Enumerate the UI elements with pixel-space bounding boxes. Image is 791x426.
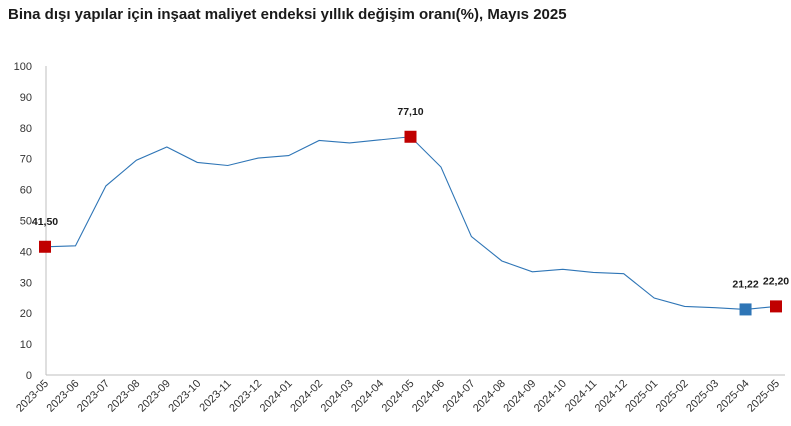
x-tick-label: 2025-04: [715, 378, 752, 415]
x-tick-label: 2025-05: [745, 378, 782, 415]
series-line: [44, 136, 777, 310]
chart-title: Bina dışı yapılar için inşaat maliyet en…: [8, 6, 567, 23]
x-tick-label: 2023-06: [45, 378, 82, 415]
data-label: 41,50: [32, 216, 58, 228]
y-tick-label: 20: [20, 308, 32, 320]
x-tick-label: 2024-08: [471, 378, 508, 415]
x-tick-label: 2024-09: [501, 378, 538, 415]
x-tick-label: 2023-08: [105, 378, 142, 415]
y-tick-label: 100: [14, 61, 32, 73]
y-tick-label: 30: [20, 277, 32, 289]
x-tick-label: 2024-03: [319, 378, 356, 415]
y-tick-label: 0: [26, 370, 32, 382]
point-marker: [739, 303, 752, 316]
point-marker: [39, 240, 51, 253]
y-tick-label: 50: [20, 216, 32, 228]
data-label: 22,20: [763, 275, 789, 287]
y-tick-label: 70: [20, 154, 32, 166]
x-tick-label: 2023-12: [227, 378, 264, 415]
x-tick-label: 2024-06: [410, 378, 447, 415]
x-tick-label: 2024-12: [593, 378, 630, 415]
x-tick-label: 2023-09: [136, 378, 173, 415]
y-tick-label: 10: [20, 339, 32, 351]
point-marker: [770, 300, 782, 313]
y-tick-label: 80: [20, 123, 32, 135]
x-tick-label: 2024-10: [532, 378, 569, 415]
y-tick-labels: 0 10 20 30 40 50 60 70 80 90 100: [14, 61, 32, 382]
x-tick-label: 2025-01: [623, 378, 660, 415]
x-tick-label: 2023-05: [14, 378, 51, 415]
point-marker: [404, 130, 417, 143]
y-tick-label: 90: [20, 92, 32, 104]
x-tick-label: 2025-03: [684, 378, 721, 415]
highlight-markers: [39, 130, 782, 316]
y-tick-label: 60: [20, 185, 32, 197]
x-tick-label: 2024-07: [441, 378, 478, 415]
data-labels: 41,50 77,10 21,22 22,20: [32, 106, 789, 291]
data-label: 77,10: [397, 106, 423, 118]
x-tick-label: 2023-10: [166, 378, 203, 415]
x-tick-label: 2024-04: [349, 378, 386, 415]
y-tick-label: 40: [20, 246, 32, 258]
x-tick-label: 2025-02: [654, 378, 691, 415]
x-tick-label: 2023-07: [75, 378, 112, 415]
data-label: 21,22: [732, 278, 758, 290]
x-tick-label: 2024-02: [288, 378, 325, 415]
x-tick-label: 2024-01: [258, 378, 295, 415]
x-tick-labels: 2023-052023-062023-072023-082023-092023-…: [14, 378, 782, 415]
x-tick-label: 2024-05: [380, 378, 417, 415]
